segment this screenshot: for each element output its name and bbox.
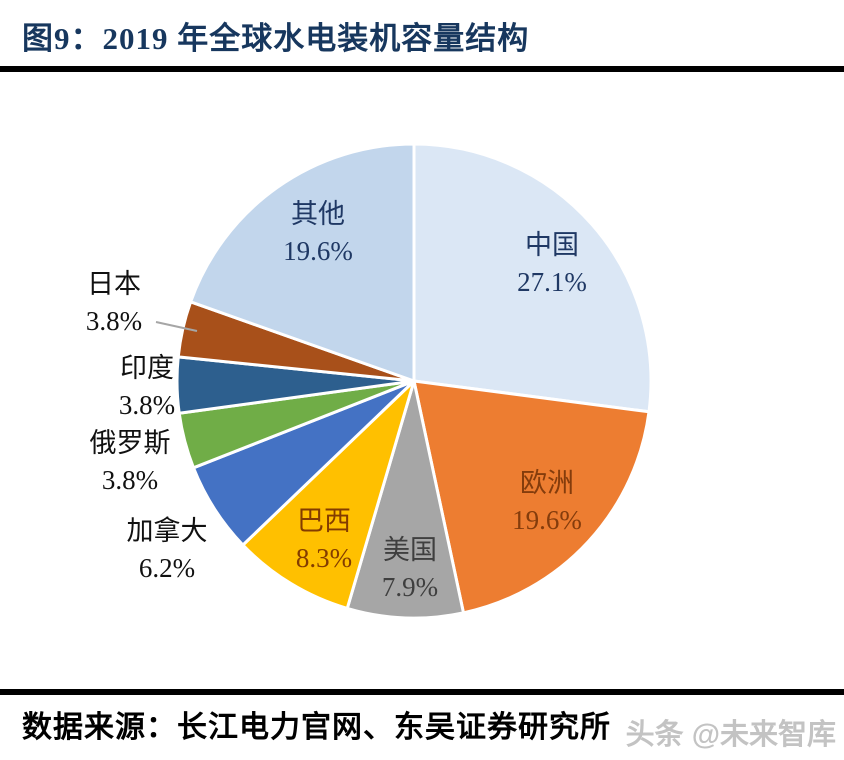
pie-label-europe: 欧洲 19.6% (512, 465, 582, 539)
pie-label-value: 3.8% (85, 306, 143, 336)
pie-label-other: 其他 19.6% (283, 196, 353, 270)
pie-label-value: 8.3% (295, 543, 353, 573)
pie-label-russia: 俄罗斯 3.8% (90, 425, 171, 499)
pie-label-value: 27.1% (517, 267, 587, 297)
pie-svg (155, 142, 653, 620)
pie-label-value: 19.6% (512, 505, 582, 535)
pie-slice-other (189, 142, 416, 383)
pie-slice-china (412, 142, 653, 414)
data-source: 数据来源：长江电力官网、东吴证券研究所 (22, 711, 611, 744)
pie-label-value: 3.8% (101, 465, 159, 495)
pie-label-usa: 美国 7.9% (382, 532, 438, 606)
pie-label-name: 日本 (87, 269, 141, 299)
watermark: 头条 @未来智库 (625, 719, 836, 751)
pie-label-name: 中国 (525, 230, 579, 260)
pie-slice-usa (345, 379, 465, 620)
pie-label-name: 巴西 (297, 506, 351, 536)
pie-label-japan: 日本 3.8% (86, 266, 142, 340)
pie-label-name: 美国 (383, 535, 437, 565)
pie-label-value: 6.2% (138, 553, 196, 583)
pie-label-brazil: 巴西 8.3% (296, 503, 352, 577)
pie-label-value: 7.9% (381, 572, 439, 602)
pie-label-name: 欧洲 (520, 468, 574, 498)
pie-label-value: 3.8% (118, 390, 176, 420)
pie-label-value: 19.6% (283, 236, 353, 266)
pie-label-name: 印度 (120, 353, 174, 383)
pie-label-name: 加拿大 (126, 516, 208, 546)
pie-label-china: 中国 27.1% (517, 227, 587, 301)
pie-slice-europe (412, 379, 651, 615)
pie-slice-brazil (241, 379, 416, 610)
pie-label-name: 俄罗斯 (89, 428, 171, 458)
pie-label-india: 印度 3.8% (119, 350, 175, 424)
pie-chart: 中国 27.1% 欧洲 19.6% 美国 7.9% 巴西 8.3% 加拿大 6.2% 俄罗斯 3.8%… (0, 72, 844, 689)
title-divider (0, 66, 844, 72)
leader-line-japan (155, 321, 198, 332)
pie-label-name: 其他 (291, 199, 345, 229)
figure-title: 图9：2019 年全球水电装机容量结构 (22, 21, 530, 56)
pie-label-canada: 加拿大 6.2% (127, 513, 208, 587)
footer-divider (0, 689, 844, 695)
